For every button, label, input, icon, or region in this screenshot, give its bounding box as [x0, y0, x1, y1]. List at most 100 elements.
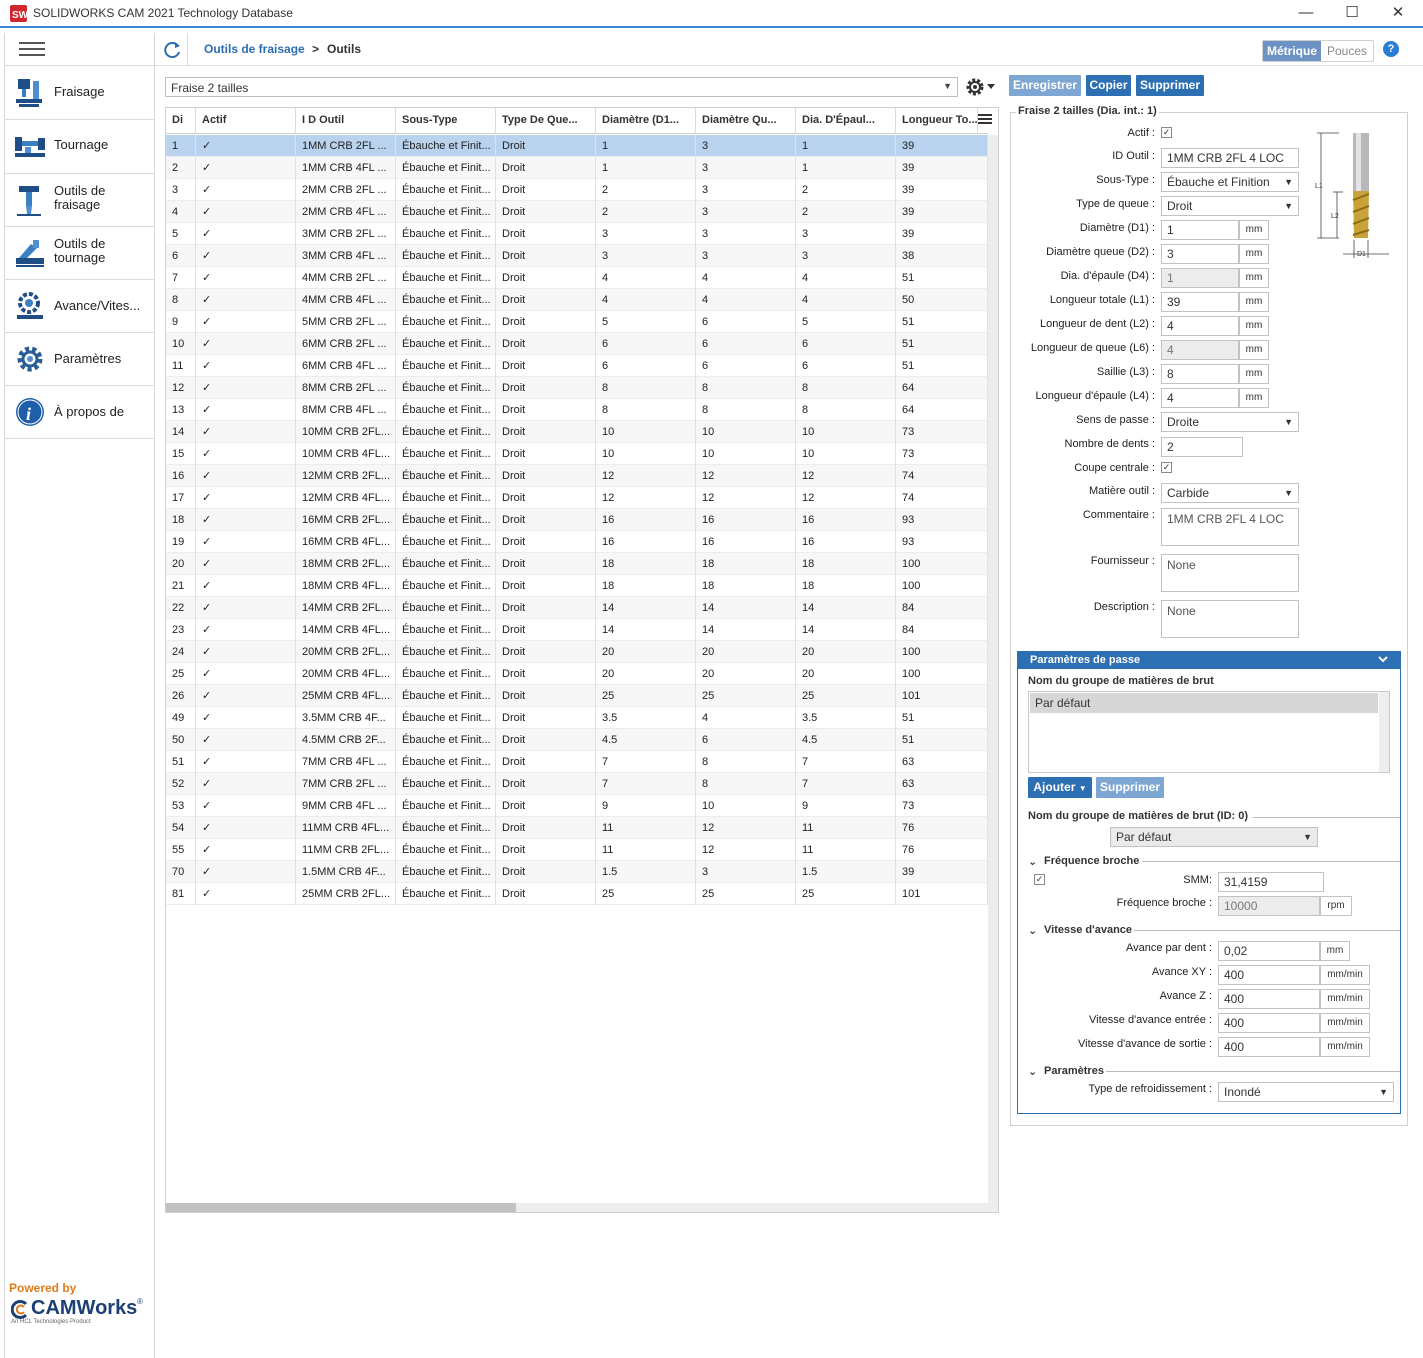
table-row[interactable]: 53 ✓ 9MM CRB 4FL ... Ébauche et Finit... Dro…: [166, 795, 988, 817]
diameter-d1-input[interactable]: 1: [1161, 220, 1239, 240]
subtype-select[interactable]: Ébauche et Finition ▼: [1161, 172, 1299, 192]
feed-z-input[interactable]: 400: [1218, 989, 1320, 1009]
table-row[interactable]: 17 ✓ 12MM CRB 4FL... Ébauche et Finit... Dro…: [166, 487, 988, 509]
entry-feed-input[interactable]: 400: [1218, 1013, 1320, 1033]
column-header[interactable]: Sous-Type: [396, 108, 496, 134]
table-row[interactable]: 6 ✓ 3MM CRB 4FL ... Ébauche et Finit... Droi…: [166, 245, 988, 267]
sidebar-item-settings[interactable]: Paramètres: [5, 333, 155, 386]
table-row[interactable]: 9 ✓ 5MM CRB 2FL ... Ébauche et Finit... Droi…: [166, 311, 988, 333]
shoulder-length-input[interactable]: 4: [1161, 388, 1239, 408]
copy-button[interactable]: Copier: [1086, 75, 1131, 96]
shank-diameter-input[interactable]: 3: [1161, 244, 1239, 264]
list-item[interactable]: Par défaut: [1030, 693, 1378, 713]
center-cutting-checkbox[interactable]: ✓: [1161, 462, 1172, 473]
hamburger-menu-icon[interactable]: [19, 42, 45, 56]
smm-input[interactable]: 31,4159: [1218, 872, 1324, 892]
settings-gear-dropdown-icon[interactable]: [965, 77, 999, 97]
column-header[interactable]: Diamètre (D1...: [596, 108, 696, 134]
unit-metric-button[interactable]: Métrique: [1263, 41, 1321, 61]
delete-group-button[interactable]: Supprimer: [1096, 777, 1164, 798]
table-row[interactable]: 81 ✓ 25MM CRB 2FL... Ébauche et Finit... Dro…: [166, 883, 988, 905]
sidebar-item-turning[interactable]: Tournage: [5, 120, 155, 173]
horizontal-scrollbar[interactable]: [166, 1203, 998, 1212]
table-row[interactable]: 25 ✓ 20MM CRB 4FL... Ébauche et Finit... Dro…: [166, 663, 988, 685]
table-row[interactable]: 23 ✓ 14MM CRB 4FL... Ébauche et Finit... Dro…: [166, 619, 988, 641]
teeth-count-input[interactable]: 2: [1161, 437, 1243, 457]
minimize-button[interactable]: —: [1298, 4, 1314, 21]
add-group-button[interactable]: Ajouter ▼: [1028, 777, 1092, 798]
breadcrumb-parent-link[interactable]: Outils de fraisage: [204, 42, 305, 56]
active-checkbox[interactable]: ✓: [1161, 127, 1172, 138]
column-header[interactable]: Longueur To...: [896, 108, 978, 134]
column-header[interactable]: Di: [166, 108, 196, 134]
delete-button[interactable]: Supprimer: [1136, 75, 1204, 96]
spindle-section-toggle[interactable]: ⌄: [1028, 856, 1038, 868]
tool-material-select[interactable]: Carbide ▼: [1161, 483, 1299, 503]
unit-inch-button[interactable]: Pouces: [1326, 44, 1368, 58]
sidebar-item-about[interactable]: i À propos de: [5, 386, 155, 439]
coolant-type-select[interactable]: Inondé ▼: [1218, 1082, 1394, 1102]
vertical-scrollbar[interactable]: [988, 135, 998, 1203]
overall-length-input[interactable]: 39: [1161, 292, 1239, 312]
table-row[interactable]: 26 ✓ 25MM CRB 4FL... Ébauche et Finit... Dro…: [166, 685, 988, 707]
close-button[interactable]: ✕: [1391, 4, 1405, 21]
table-row[interactable]: 49 ✓ 3.5MM CRB 4F... Ébauche et Finit... Dro…: [166, 707, 988, 729]
table-row[interactable]: 10 ✓ 6MM CRB 2FL ... Ébauche et Finit... Dro…: [166, 333, 988, 355]
table-row[interactable]: 24 ✓ 20MM CRB 2FL... Ébauche et Finit... Dro…: [166, 641, 988, 663]
table-row[interactable]: 50 ✓ 4.5MM CRB 2F... Ébauche et Finit... Dro…: [166, 729, 988, 751]
table-row[interactable]: 19 ✓ 16MM CRB 4FL... Ébauche et Finit... Dro…: [166, 531, 988, 553]
table-row[interactable]: 22 ✓ 14MM CRB 2FL... Ébauche et Finit... Dro…: [166, 597, 988, 619]
vertical-scrollbar[interactable]: [1379, 692, 1389, 772]
sidebar-item-milling[interactable]: Fraisage: [5, 66, 155, 119]
params-section-toggle[interactable]: ⌄: [1028, 1066, 1038, 1078]
column-header[interactable]: I D Outil: [296, 108, 396, 134]
material-group-select[interactable]: Par défaut ▼: [1110, 827, 1318, 847]
table-row[interactable]: 4 ✓ 2MM CRB 4FL ... Ébauche et Finit... Droi…: [166, 201, 988, 223]
feed-section-toggle[interactable]: ⌄: [1028, 925, 1038, 937]
refresh-icon[interactable]: [162, 40, 182, 60]
table-row[interactable]: 54 ✓ 11MM CRB 4FL... Ébauche et Finit... Dro…: [166, 817, 988, 839]
table-row[interactable]: 5 ✓ 3MM CRB 2FL ... Ébauche et Finit... Droi…: [166, 223, 988, 245]
table-row[interactable]: 16 ✓ 12MM CRB 2FL... Ébauche et Finit... Dro…: [166, 465, 988, 487]
feed-xy-input[interactable]: 400: [1218, 965, 1320, 985]
column-header[interactable]: Dia. D'Épaul...: [796, 108, 896, 134]
table-row[interactable]: 55 ✓ 11MM CRB 2FL... Ébauche et Finit... Dro…: [166, 839, 988, 861]
table-row[interactable]: 7 ✓ 4MM CRB 2FL ... Ébauche et Finit... Droi…: [166, 267, 988, 289]
column-header[interactable]: Actif: [196, 108, 296, 134]
comment-textarea[interactable]: 1MM CRB 2FL 4 LOC: [1161, 508, 1299, 546]
protrusion-input[interactable]: 8: [1161, 364, 1239, 384]
exit-feed-input[interactable]: 400: [1218, 1037, 1320, 1057]
table-row[interactable]: 14 ✓ 10MM CRB 2FL... Ébauche et Finit... Dro…: [166, 421, 988, 443]
tool-type-select[interactable]: Fraise 2 tailles ▼: [165, 77, 958, 97]
table-row[interactable]: 8 ✓ 4MM CRB 4FL ... Ébauche et Finit... Droi…: [166, 289, 988, 311]
table-row[interactable]: 12 ✓ 8MM CRB 2FL ... Ébauche et Finit... Dro…: [166, 377, 988, 399]
column-menu-icon[interactable]: [978, 114, 992, 126]
table-row[interactable]: 1 ✓ 1MM CRB 2FL ... Ébauche et Finit... Droi…: [166, 135, 988, 157]
column-header[interactable]: Diamètre Qu...: [696, 108, 796, 134]
table-row[interactable]: 70 ✓ 1.5MM CRB 4F... Ébauche et Finit... Dro…: [166, 861, 988, 883]
scrollbar-thumb[interactable]: [166, 1203, 516, 1212]
table-row[interactable]: 21 ✓ 18MM CRB 4FL... Ébauche et Finit... Dro…: [166, 575, 988, 597]
table-row[interactable]: 15 ✓ 10MM CRB 4FL... Ébauche et Finit... Dro…: [166, 443, 988, 465]
table-row[interactable]: 51 ✓ 7MM CRB 4FL ... Ébauche et Finit... Dro…: [166, 751, 988, 773]
shank-type-select[interactable]: Droit ▼: [1161, 196, 1299, 216]
sidebar-item-milling-tools[interactable]: Outils de fraisage: [5, 174, 155, 227]
tool-id-input[interactable]: 1MM CRB 2FL 4 LOC: [1161, 148, 1299, 168]
feed-per-tooth-input[interactable]: 0,02: [1218, 941, 1320, 961]
pass-parameters-header[interactable]: Paramètres de passe: [1018, 652, 1400, 669]
smm-checkbox[interactable]: ✓: [1034, 874, 1045, 885]
table-row[interactable]: 2 ✓ 1MM CRB 4FL ... Ébauche et Finit... Droi…: [166, 157, 988, 179]
help-icon[interactable]: ?: [1383, 41, 1399, 57]
sidebar-item-turning-tools[interactable]: Outils de tournage: [5, 227, 155, 280]
maximize-button[interactable]: ☐: [1345, 4, 1359, 21]
cut-direction-select[interactable]: Droite ▼: [1161, 412, 1299, 432]
chevron-down-icon[interactable]: [1378, 654, 1388, 664]
save-button[interactable]: Enregistrer: [1009, 75, 1081, 96]
table-row[interactable]: 3 ✓ 2MM CRB 2FL ... Ébauche et Finit... Droi…: [166, 179, 988, 201]
table-row[interactable]: 52 ✓ 7MM CRB 2FL ... Ébauche et Finit... Dro…: [166, 773, 988, 795]
table-row[interactable]: 20 ✓ 18MM CRB 2FL... Ébauche et Finit... Dro…: [166, 553, 988, 575]
flute-length-input[interactable]: 4: [1161, 316, 1239, 336]
table-row[interactable]: 18 ✓ 16MM CRB 2FL... Ébauche et Finit... Dro…: [166, 509, 988, 531]
supplier-textarea[interactable]: None: [1161, 554, 1299, 592]
column-header[interactable]: Type De Que...: [496, 108, 596, 134]
